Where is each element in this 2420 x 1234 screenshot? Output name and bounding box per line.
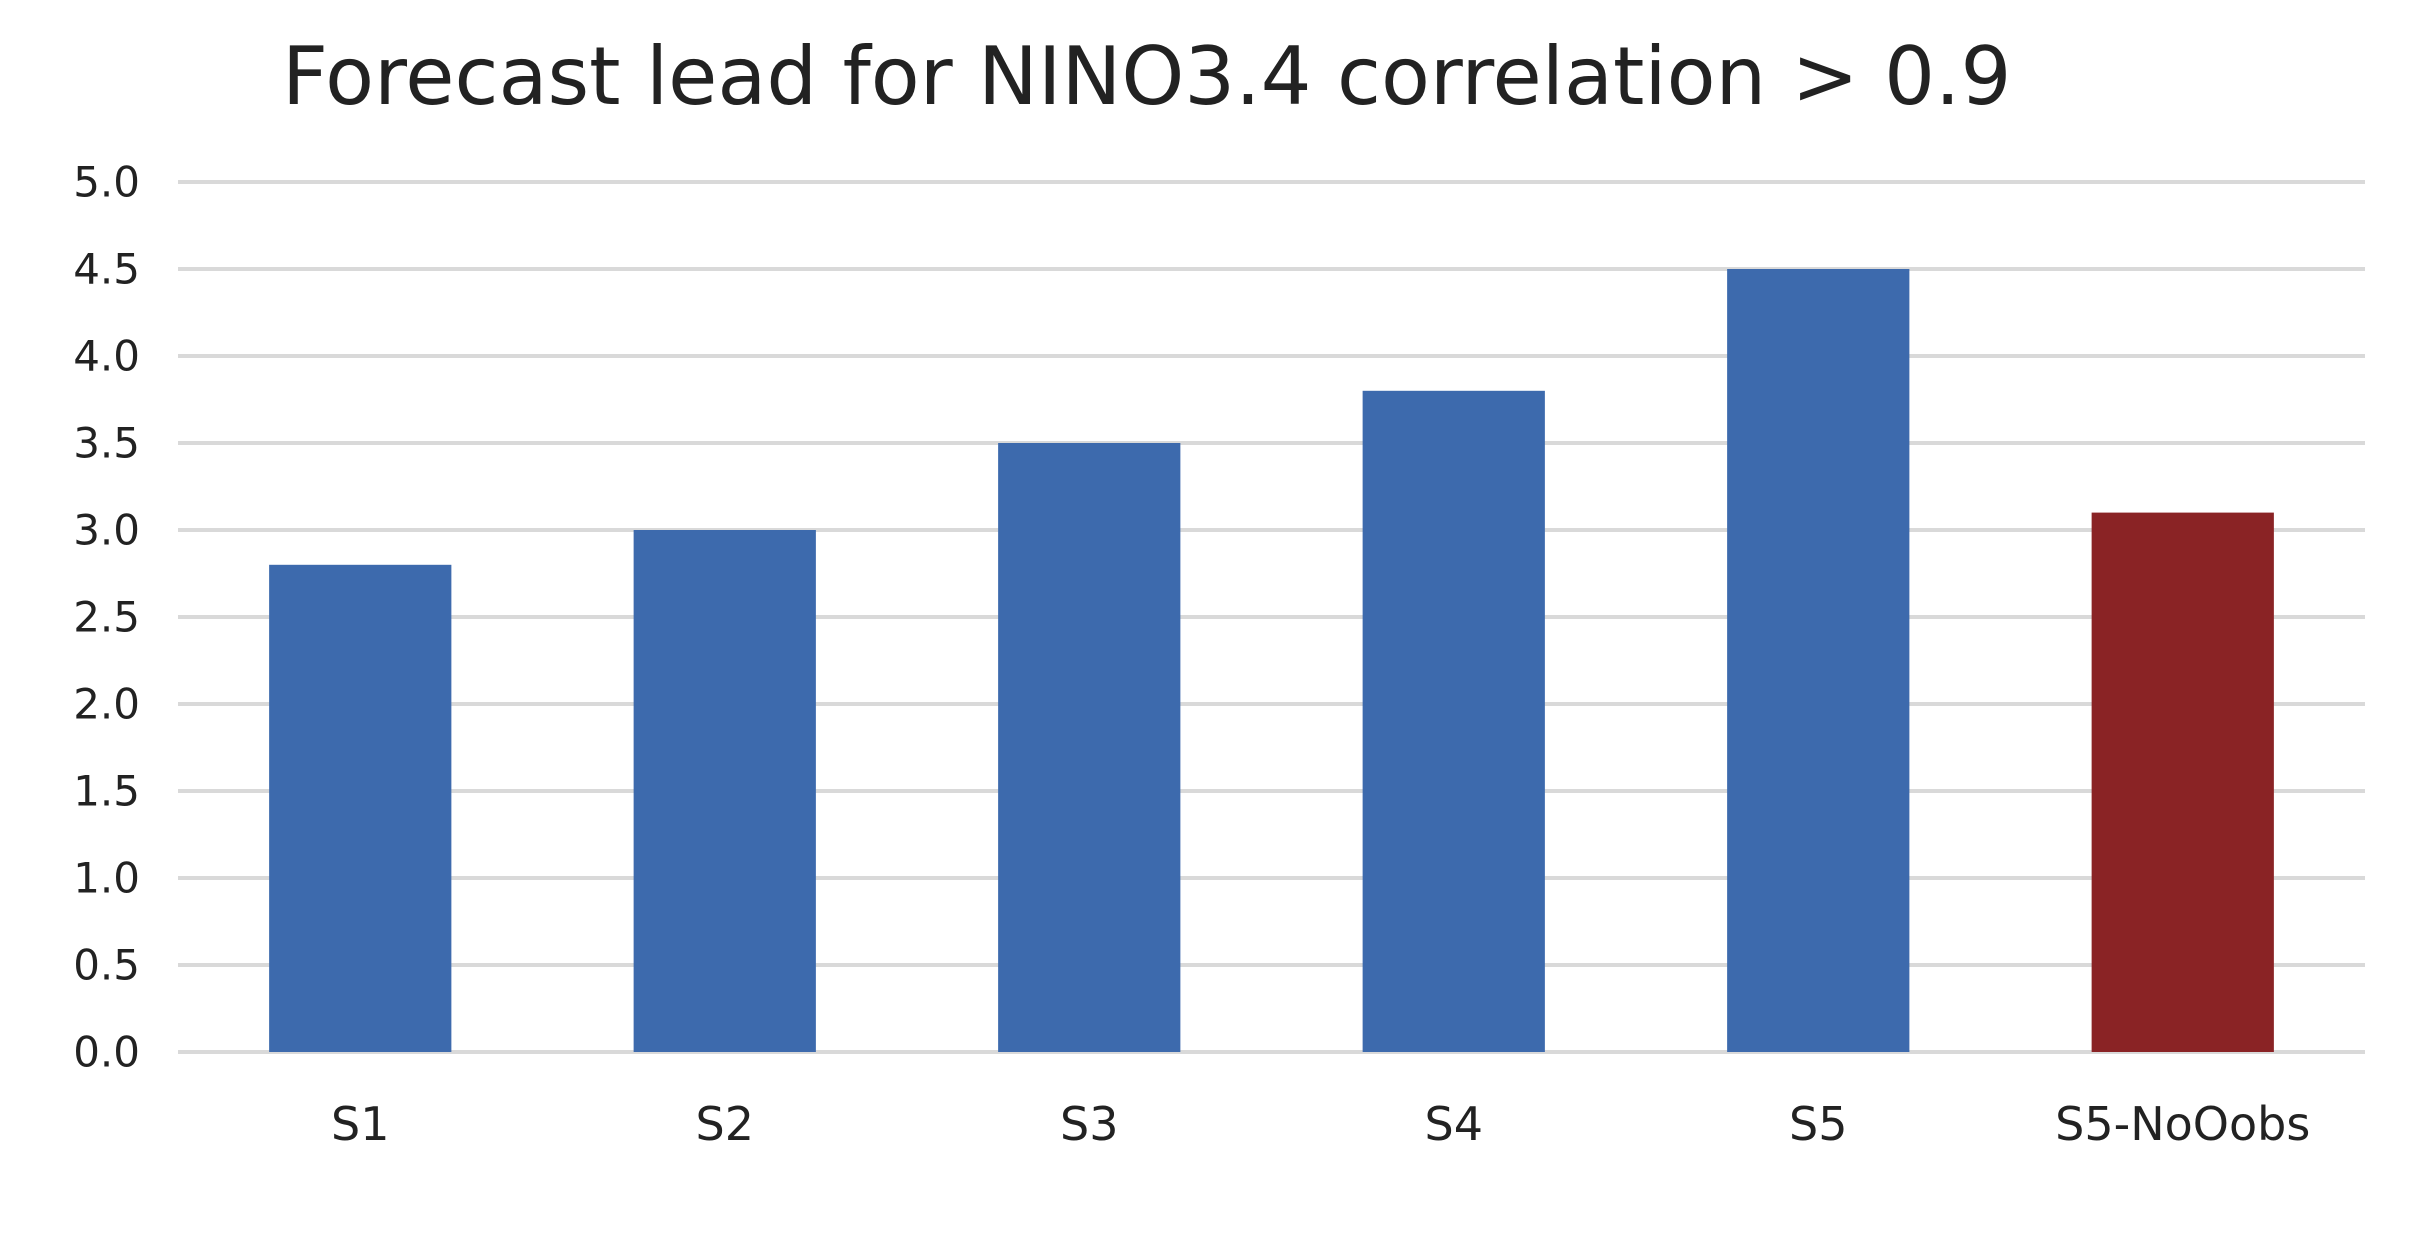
bar-s4 (1362, 390, 1545, 1052)
bar-s5-nooobs (2091, 512, 2274, 1052)
y-tick-label: 1.5 (73, 767, 140, 816)
x-tick-label: S5 (1789, 1097, 1847, 1151)
y-tick-label: 0.5 (73, 941, 140, 990)
bars (269, 269, 2274, 1052)
x-axis-ticks: S1 S2 S3 S4 S5 S5-NoOobs (331, 1097, 2310, 1151)
y-tick-label: 4.0 (73, 332, 140, 381)
bar-s3 (998, 443, 1181, 1052)
y-tick-label: 1.0 (73, 854, 140, 903)
y-tick-label: 2.0 (73, 680, 140, 729)
y-tick-label: 0.0 (73, 1028, 140, 1077)
bar-s1 (269, 564, 452, 1052)
bar-s2 (633, 530, 816, 1052)
chart-title: Forecast lead for NINO3.4 correlation > … (282, 30, 2012, 123)
gridlines (178, 180, 2365, 1054)
y-tick-label: 5.0 (73, 158, 140, 207)
x-tick-label: S2 (696, 1097, 754, 1151)
x-tick-label: S5-NoOobs (2055, 1097, 2310, 1151)
bar-s5 (1727, 269, 1910, 1052)
y-axis-ticks: 0.0 0.5 1.0 1.5 2.0 2.5 3.0 3.5 4.0 4.5 5.0 (73, 158, 140, 1077)
x-tick-label: S4 (1425, 1097, 1483, 1151)
x-tick-label: S1 (331, 1097, 389, 1151)
y-tick-label: 4.5 (73, 245, 140, 294)
y-tick-label: 3.0 (73, 506, 140, 555)
x-tick-label: S3 (1060, 1097, 1118, 1151)
y-tick-label: 2.5 (73, 593, 140, 642)
y-tick-label: 3.5 (73, 419, 140, 468)
